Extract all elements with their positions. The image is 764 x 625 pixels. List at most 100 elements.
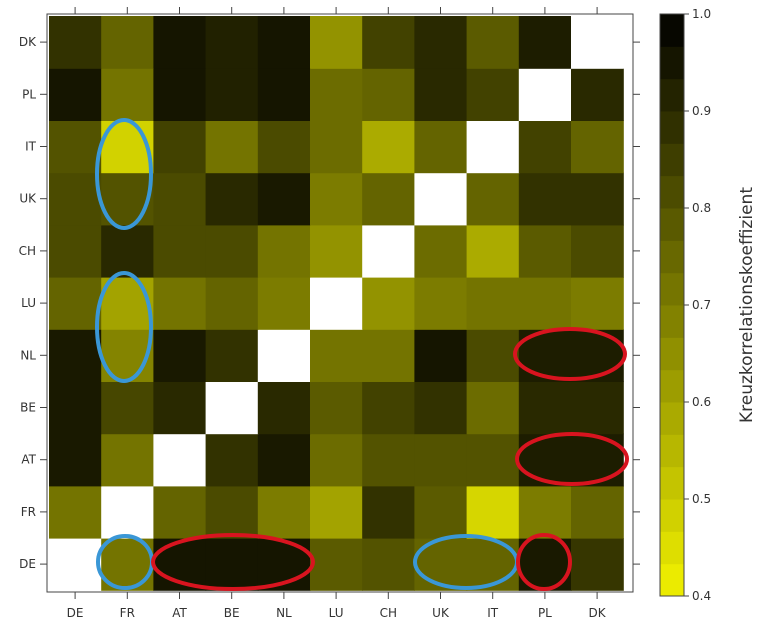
- heatmap-cell-BE-PL: [518, 381, 572, 435]
- y-tick-label: PL: [22, 87, 36, 101]
- heatmap-cell-AT-DE: [49, 433, 102, 487]
- y-tick-label: LU: [21, 296, 36, 310]
- heatmap-cell-CH-AT: [153, 224, 207, 278]
- axis-ticks: [40, 7, 640, 599]
- colorbar-tick-label: 0.4: [692, 589, 711, 603]
- colorbar-segment: [660, 563, 684, 597]
- heatmap-cell-FR-LU: [310, 485, 363, 539]
- heatmap-cell-LU-LU: [310, 277, 363, 330]
- heatmap-cell-LU-PL: [518, 277, 572, 330]
- heatmap-cell-FR-CH: [362, 485, 415, 539]
- colorbar-segment: [660, 14, 684, 47]
- heatmap-cell-UK-NL: [257, 172, 311, 226]
- heatmap-cell-BE-UK: [414, 381, 468, 435]
- heatmap-cell-PL-NL: [257, 68, 311, 121]
- colorbar-segment: [660, 369, 684, 403]
- heatmap-cell-LU-DK: [571, 277, 624, 330]
- x-tick-label: UK: [432, 606, 450, 620]
- heatmap-cell-CH-PL: [518, 224, 572, 278]
- heatmap-cell-NL-DE: [49, 329, 102, 382]
- colorbar-tick-label: 0.8: [692, 201, 711, 215]
- heatmap-cell-PL-IT: [466, 68, 520, 121]
- heatmap-cell-CH-BE: [205, 224, 259, 278]
- colorbar-title: Kreuzkorrelationskoeffizient: [737, 187, 757, 423]
- heatmap-cell-AT-CH: [362, 433, 415, 487]
- colorbar-segment: [660, 272, 684, 306]
- red-ellipse-at-pl-dk: [515, 432, 629, 486]
- heatmap-cell-UK-UK: [414, 172, 468, 226]
- colorbar-segment: [660, 434, 684, 468]
- heatmap-cell-IT-CH: [362, 120, 415, 174]
- colorbar: 0.4 0.5 0.6 0.7 0.8 0.9 1.0: [659, 7, 711, 603]
- heatmap-cell-UK-DK: [571, 172, 624, 226]
- colorbar-tick-label: 1.0: [692, 7, 711, 21]
- heatmap-cell-AT-DK: [571, 433, 624, 487]
- heatmap-cell-NL-IT: [466, 329, 520, 382]
- heatmap-cell-NL-AT: [153, 329, 207, 382]
- colorbar-tick-label: 0.5: [692, 492, 711, 506]
- heatmap-cell-BE-NL: [257, 381, 311, 435]
- heatmap-cell-IT-DK: [571, 120, 624, 174]
- heatmap-cell-NL-UK: [414, 329, 468, 382]
- heatmap-cell-IT-DE: [49, 120, 102, 174]
- y-tick-label: IT: [25, 140, 37, 154]
- heatmap-cell-LU-NL: [257, 277, 311, 330]
- heatmap-cell-BE-DK: [571, 381, 624, 435]
- heatmap-cell-NL-LU: [310, 329, 363, 382]
- heatmap-cell-LU-AT: [153, 277, 207, 330]
- colorbar-tick-label: 0.6: [692, 395, 711, 409]
- heatmap-cell-FR-UK: [414, 485, 468, 539]
- heatmap-cell-BE-IT: [466, 381, 520, 435]
- heatmap-cell-DK-IT: [466, 16, 520, 69]
- heatmap-cell-PL-PL: [518, 68, 572, 121]
- blue-ellipse-fr-lu-nl: [95, 271, 153, 383]
- colorbar-segment: [660, 175, 684, 209]
- heatmap-cell-DK-LU: [310, 16, 363, 69]
- y-tick-label: CH: [19, 244, 36, 258]
- heatmap-cell-CH-FR: [101, 224, 154, 278]
- heatmap-cell-DK-CH: [362, 16, 415, 69]
- x-tick-label: IT: [487, 606, 499, 620]
- heatmap-cell-NL-CH: [362, 329, 415, 382]
- colorbar-segment: [660, 143, 684, 177]
- heatmap-cell-BE-DE: [49, 381, 102, 435]
- heatmap-cell-LU-FR: [101, 277, 154, 330]
- heatmap-cell-BE-AT: [153, 381, 207, 435]
- colorbar-segment: [660, 466, 684, 500]
- colorbar-tick-label: 0.9: [692, 104, 711, 118]
- blue-ellipse-fr-it-uk: [95, 118, 153, 230]
- heatmap-cell-DE-DK: [571, 538, 624, 591]
- heatmap-cell-PL-LU: [310, 68, 363, 121]
- heatmap-cell-DK-NL: [257, 16, 311, 69]
- heatmap-cell-CH-NL: [257, 224, 311, 278]
- heatmap-cell-UK-PL: [518, 172, 572, 226]
- heatmap-cell-DE-DE: [49, 538, 102, 591]
- heatmap-cell-LU-CH: [362, 277, 415, 330]
- heatmap-cell-FR-AT: [153, 485, 207, 539]
- heatmap-cell-UK-BE: [205, 172, 259, 226]
- x-tick-label: DE: [67, 606, 84, 620]
- heatmap-cell-FR-FR: [101, 485, 154, 539]
- heatmap-cell-DE-CH: [362, 538, 415, 591]
- heatmap-cell-AT-IT: [466, 433, 520, 487]
- heatmap-cell-NL-BE: [205, 329, 259, 382]
- colorbar-segment: [660, 111, 684, 144]
- heatmap-cell-CH-UK: [414, 224, 468, 278]
- heatmap-cell-IT-NL: [257, 120, 311, 174]
- heatmap-cell-CH-LU: [310, 224, 363, 278]
- heatmap-cell-BE-LU: [310, 381, 363, 435]
- heatmap-cell-LU-DE: [49, 277, 102, 330]
- heatmap-cell-DK-FR: [101, 16, 154, 69]
- heatmap-cell-FR-PL: [518, 485, 572, 539]
- heatmap-cell-PL-DK: [571, 68, 624, 121]
- heatmap-cell-BE-BE: [205, 381, 259, 435]
- heatmap-cell-IT-UK: [414, 120, 468, 174]
- heatmap-cell-AT-BE: [205, 433, 259, 487]
- heatmap-cell-DK-AT: [153, 16, 207, 69]
- x-tick-label: FR: [120, 606, 135, 620]
- heatmap-cell-PL-UK: [414, 68, 468, 121]
- heatmap-cell-IT-BE: [205, 120, 259, 174]
- x-tick-label: CH: [380, 606, 397, 620]
- heatmap-cell-DK-BE: [205, 16, 259, 69]
- colorbar-segment: [660, 305, 684, 338]
